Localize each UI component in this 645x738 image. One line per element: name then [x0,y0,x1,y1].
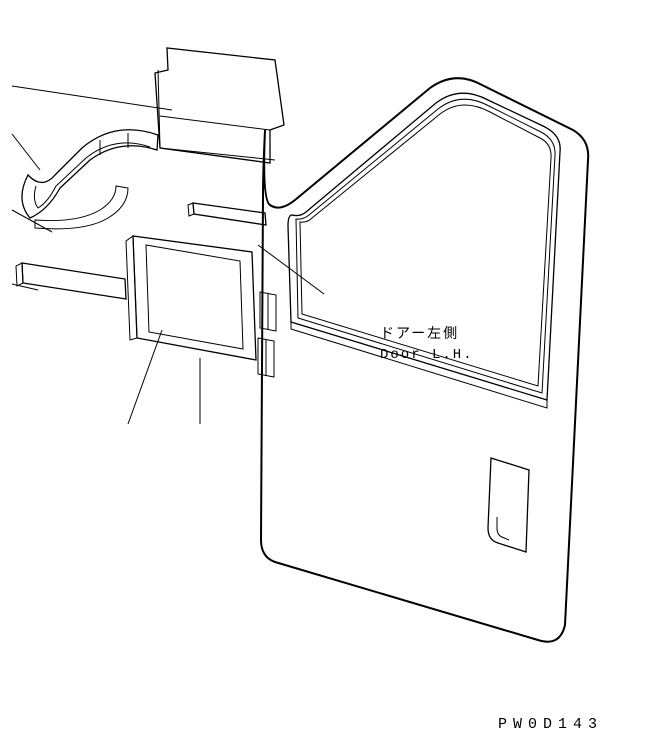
part-handle-curved [22,130,158,218]
leader-line [12,134,40,170]
leader-line [12,86,172,110]
profile-outline [35,186,128,229]
part-profile-under-handle [35,186,128,229]
strip-upper-side [188,203,194,216]
leader-line [128,330,162,424]
handle-inner [34,143,150,208]
front-panel-side [126,236,137,340]
part-strip-upper [188,203,266,225]
front-panel-outer [133,236,256,360]
leader-lines [12,86,324,424]
door-handle-slot [497,517,509,540]
door-handle-recess [488,458,529,552]
reference-id: PW0D143 [498,716,603,733]
door-hinges [258,292,276,377]
strip-lower [22,263,126,299]
diagram-canvas: ドアー左側 Door L.H. PW0D143 [0,0,645,738]
top-block-edge2 [160,148,275,160]
leader-line [258,245,324,294]
top-block-edge3 [160,116,270,130]
door-label-en: Door L.H. [380,347,474,363]
strip-upper [193,203,266,225]
door-label-jp: ドアー左側 [380,326,459,343]
part-front-panel [126,236,256,360]
part-strip-lower [16,263,126,299]
